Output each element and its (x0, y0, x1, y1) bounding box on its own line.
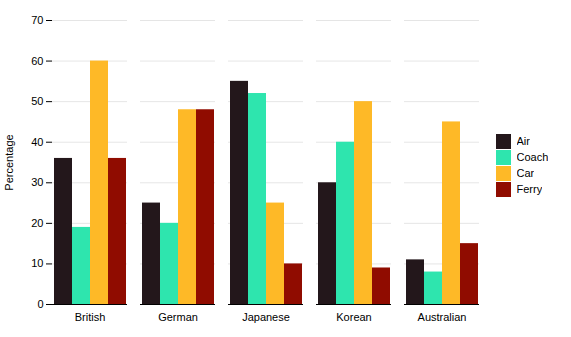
svg-text:Australian: Australian (418, 311, 467, 323)
svg-text:German: German (158, 311, 198, 323)
svg-text:40: 40 (31, 135, 43, 147)
html-text:Air: Air (516, 135, 530, 148)
svg-text:50: 50 (31, 95, 43, 107)
html-text:Ferry: Ferry (516, 183, 543, 196)
svg-text:20: 20 (31, 216, 43, 228)
html-text:Coach: Coach (516, 151, 549, 164)
svg-text:30: 30 (31, 176, 43, 188)
svg-text:British: British (75, 311, 106, 323)
svg-text:Korean: Korean (336, 311, 371, 323)
svg-text:Japanese: Japanese (242, 311, 290, 323)
svg-text:10: 10 (31, 257, 43, 269)
svg-text:Percentage: Percentage (3, 134, 15, 190)
svg-text:60: 60 (31, 54, 43, 66)
svg-text:70: 70 (31, 14, 43, 26)
svg-text:0: 0 (37, 298, 43, 310)
html-text:Car: Car (516, 167, 535, 180)
